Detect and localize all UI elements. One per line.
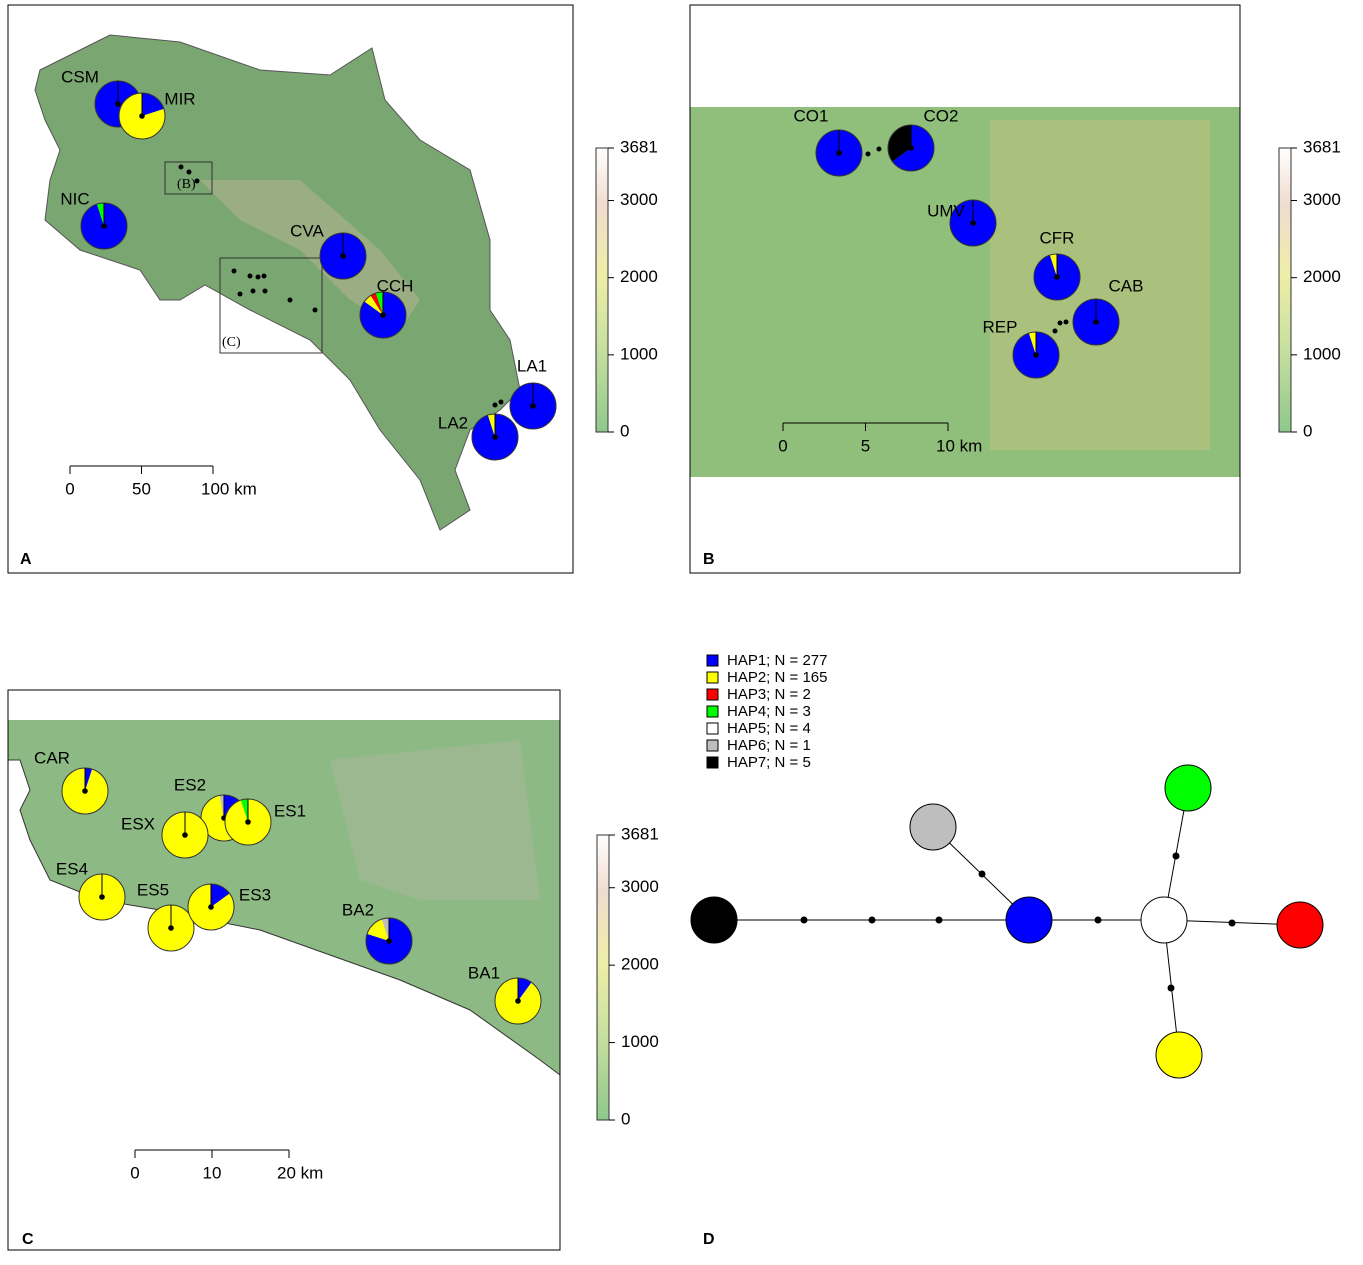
legend-swatch [707,740,718,751]
panel-letter: C [22,1231,34,1248]
site-point [380,312,386,318]
color-label: 3000 [1303,190,1341,209]
scale-label: 100 km [201,479,257,498]
panel-letter: D [703,1231,715,1248]
site-point [1033,352,1039,358]
site-label: MIR [164,89,195,108]
legend-swatch [707,723,718,734]
site-label: CCH [377,276,414,295]
scale-label: 10 km [936,436,982,455]
site-label: LA1 [517,356,547,375]
site-point [101,223,107,229]
color-label: 1000 [1303,344,1341,363]
legend-label: HAP1; N = 277 [727,652,827,669]
color-label: 0 [1303,421,1312,440]
site-label: ES1 [274,801,306,820]
site-point [836,150,842,156]
color-label: 1000 [620,344,658,363]
site-label: ES2 [174,775,206,794]
site-label: CVA [290,221,324,240]
inset-label: (C) [222,335,241,350]
figure: (B) (C) D A050100 km01000200030003681CSM… [0,0,1363,1260]
site-point [139,113,145,119]
site-label: NIC [60,189,89,208]
network-node [1165,765,1211,811]
legend-swatch [707,672,718,683]
site-label: UMV [927,201,965,220]
color-label: 3000 [621,877,659,896]
site-point [530,403,536,409]
site-point [970,220,976,226]
site-point [208,904,214,910]
site-label: ES3 [239,885,271,904]
site-label: ES5 [137,880,169,899]
site-point [492,434,498,440]
scale-label: 0 [130,1163,139,1182]
color-label: 3000 [620,190,658,209]
color-bar [596,148,608,432]
site-point [1054,274,1060,280]
color-label: 3681 [620,137,658,156]
site-label: BA2 [342,900,374,919]
site-point [115,101,121,107]
site-label: CO1 [794,106,829,125]
panel-letter: A [20,551,32,568]
color-label: 0 [621,1109,630,1128]
legend-label: HAP3; N = 2 [727,686,811,703]
site-point [182,832,188,838]
color-bar [597,835,609,1120]
site-point [245,819,251,825]
color-label: 3681 [1303,137,1341,156]
site-label: CFR [1040,228,1075,247]
panel-letter: B [703,551,715,568]
site-point [908,145,914,151]
scale-label: 50 [132,479,151,498]
legend-label: HAP2; N = 165 [727,669,827,686]
color-label: 0 [620,421,629,440]
legend-swatch [707,706,718,717]
color-label: 3681 [621,824,659,843]
site-point [386,938,392,944]
site-label: REP [983,317,1018,336]
legend-label: HAP5; N = 4 [727,720,811,737]
network-node [1006,897,1052,943]
color-label: 2000 [1303,267,1341,286]
site-label: ES4 [56,859,88,878]
legend-label: HAP4; N = 3 [727,703,811,720]
network-node [1156,1032,1202,1078]
scale-label: 0 [778,436,787,455]
site-label: CSM [61,67,99,86]
site-label: CAR [34,748,70,767]
color-label: 2000 [620,267,658,286]
site-point [1093,319,1099,325]
color-label: 2000 [621,955,659,974]
site-point [340,253,346,259]
inset-label: (B) [177,177,196,192]
scale-label: 10 [203,1163,222,1182]
site-point [99,894,105,900]
site-point [82,788,88,794]
scale-label: 20 km [277,1163,323,1182]
scale-label: 0 [65,479,74,498]
site-label: CAB [1109,276,1144,295]
color-bar [1279,148,1291,432]
network-node [1141,897,1187,943]
network-node [910,804,956,850]
scale-label: 5 [861,436,870,455]
network-node [1277,902,1323,948]
site-label: ESX [121,814,155,833]
site-point [168,925,174,931]
legend-swatch [707,689,718,700]
legend-swatch [707,757,718,768]
legend-label: HAP6; N = 1 [727,737,811,754]
color-label: 1000 [621,1032,659,1051]
legend-swatch [707,655,718,666]
legend-label: HAP7; N = 5 [727,754,811,771]
site-point [515,998,521,1004]
site-label: CO2 [924,106,959,125]
network-node [691,897,737,943]
site-label: BA1 [468,963,500,982]
site-label: LA2 [438,413,468,432]
